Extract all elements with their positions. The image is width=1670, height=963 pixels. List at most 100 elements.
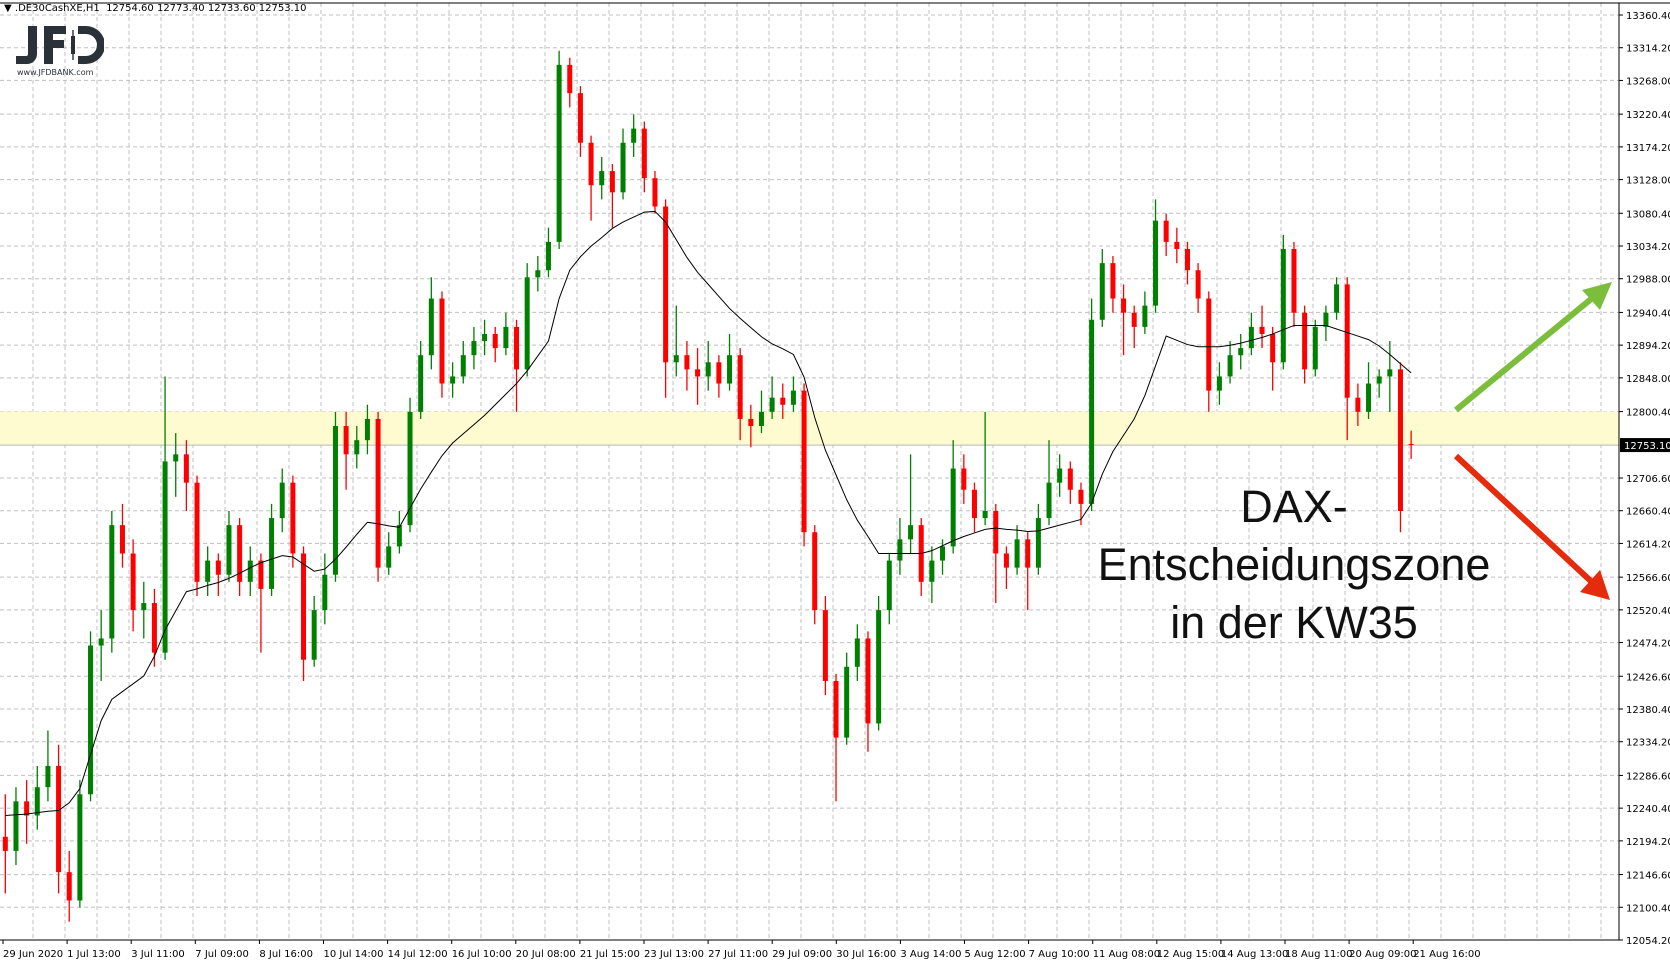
candle (1121, 284, 1127, 356)
candle-body (1025, 539, 1031, 568)
x-axis-labels: 29 Jun 2020 1 Jul 13:00 3 Jul 11:00 7 Jul 0… (2, 940, 1481, 960)
candle-body (471, 341, 477, 356)
candle-body (1195, 270, 1201, 299)
candle (556, 50, 562, 249)
candle (1291, 241, 1297, 327)
candle-body (748, 418, 754, 427)
candle (1259, 305, 1265, 349)
x-tick-label: 21 Jul 15:00 (580, 949, 640, 960)
y-axis-labels: 13360.40 13314.20 13268.00 13220.40 13174.20… (1619, 11, 1670, 947)
x-tick-label: 3 Aug 14:00 (900, 949, 961, 960)
candle (1142, 291, 1148, 334)
candle (801, 383, 807, 547)
candle (1280, 234, 1286, 370)
candle (1312, 319, 1318, 377)
candle-body (1184, 248, 1190, 271)
candle-body (567, 64, 573, 94)
candle (173, 433, 179, 497)
jfd-logo (14, 24, 105, 70)
candle (854, 624, 860, 681)
candle-body (769, 397, 775, 412)
candle (748, 404, 754, 448)
candle (609, 163, 615, 228)
candle-body (1206, 298, 1212, 391)
y-tick-label: 12334.20 (1626, 738, 1670, 749)
candle-body (237, 525, 243, 582)
candle-body (205, 560, 211, 582)
x-tick-label: 10 Jul 14:00 (324, 949, 384, 960)
candle-body (279, 482, 285, 519)
candle-body (716, 362, 722, 384)
candle (567, 57, 573, 108)
candle-body (1376, 376, 1382, 384)
candle (460, 341, 466, 384)
candle-body (833, 680, 839, 738)
candle-body (993, 510, 999, 554)
candle (247, 546, 253, 596)
candle-body (652, 178, 658, 207)
symbol-label: .DE30CashXE,H1 (14, 3, 100, 14)
candle (1089, 298, 1095, 511)
arrow-down-red (1453, 453, 1597, 587)
moving-average-line (5, 210, 1412, 817)
x-tick-label: 12 Aug 15:00 (1157, 949, 1224, 960)
candle (1099, 248, 1105, 327)
candle (758, 390, 764, 434)
candle (1334, 277, 1340, 320)
candle (226, 510, 232, 582)
candle-body (1408, 444, 1414, 446)
y-tick-label: 12520.40 (1626, 606, 1670, 617)
y-tick-label: 12194.20 (1626, 837, 1670, 848)
candle (833, 673, 839, 802)
candle-body (1312, 326, 1318, 370)
candle-body (588, 142, 594, 186)
candle (684, 341, 690, 391)
candle (1227, 341, 1233, 384)
x-tick-label: 21 Aug 16:00 (1413, 949, 1480, 960)
candle (450, 362, 456, 398)
candle-body (535, 270, 541, 278)
candle-body (1387, 369, 1393, 377)
x-tick-label: 18 Aug 11:00 (1285, 949, 1352, 960)
candle (471, 326, 477, 370)
candle (407, 397, 413, 533)
candle-body (801, 390, 807, 533)
y-tick-label: 13080.40 (1626, 209, 1670, 220)
candle-body (396, 525, 402, 547)
candle (194, 475, 200, 596)
candle (396, 510, 402, 554)
candle-body (215, 560, 221, 575)
candle-body (1067, 468, 1073, 490)
y-tick-label: 12286.60 (1626, 771, 1670, 782)
candle (1206, 291, 1212, 412)
y-tick-label: 12054.20 (1626, 936, 1670, 947)
candle (364, 404, 370, 455)
candle (545, 227, 551, 278)
candle (77, 780, 83, 908)
candle (961, 454, 967, 504)
y-tick-label: 12800.40 (1626, 408, 1670, 419)
candle (1302, 305, 1308, 384)
candle (876, 595, 882, 731)
triangle-down-icon[interactable]: ▼ (4, 3, 12, 14)
candle-body (524, 277, 530, 370)
candle (929, 546, 935, 604)
candle (332, 411, 338, 582)
candle-body (982, 510, 988, 519)
candle (950, 440, 956, 554)
candle (258, 553, 264, 653)
candle-body (343, 426, 349, 455)
candle-body (386, 546, 392, 568)
candle-body (1110, 263, 1116, 299)
y-tick-label: 13360.40 (1626, 11, 1670, 22)
candle-body (13, 801, 19, 851)
candle-body (364, 418, 370, 441)
candle (1270, 326, 1276, 391)
candle (1163, 213, 1169, 257)
candle-body (460, 355, 466, 377)
y-tick-label: 12100.40 (1626, 903, 1670, 914)
candle-body (162, 461, 168, 653)
candle (577, 86, 583, 157)
candle (652, 171, 658, 214)
